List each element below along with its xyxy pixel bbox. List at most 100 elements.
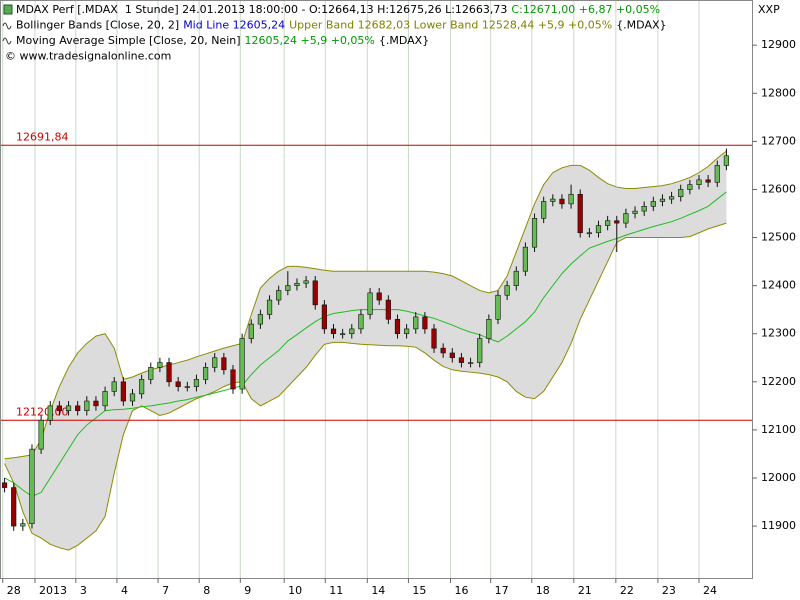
- candle-body: [413, 316, 419, 330]
- header-segment: MDAX Perf [.MDAX 1 Stunde] 24.01.2013 18…: [16, 3, 507, 16]
- x-tick-label: 14: [371, 584, 385, 597]
- x-tick-label: 24: [703, 584, 717, 597]
- candle-body: [276, 290, 282, 301]
- candle-body: [495, 294, 501, 320]
- indicator-icon: [2, 37, 12, 45]
- mid-band-line: [4, 191, 727, 497]
- candle-body: [440, 347, 446, 354]
- header-segment: C:12671,00 +6,87 +0,05%: [511, 3, 660, 16]
- candle-body: [486, 318, 492, 339]
- candle-body: [422, 316, 428, 330]
- candle-body: [614, 220, 620, 224]
- x-tick-label: 2013: [39, 584, 67, 597]
- symbol-icon: [3, 4, 13, 15]
- y-tick-label: 11900: [761, 519, 796, 532]
- x-tick-label: 4: [121, 584, 128, 597]
- candle-body: [340, 333, 346, 336]
- corner-label: XXP: [758, 3, 780, 16]
- plot-border: [0, 0, 753, 579]
- indicator-icon: [2, 22, 12, 30]
- header: MDAX Perf [.MDAX 1 Stunde] 24.01.2013 18…: [2, 3, 667, 63]
- candle-body: [394, 318, 401, 335]
- candle-body: [385, 299, 391, 320]
- header-segment: {.MDAX}: [379, 34, 429, 47]
- candle-body: [111, 381, 117, 392]
- y-tick-label: 12900: [761, 38, 796, 51]
- y-tick-label: 12100: [761, 423, 796, 436]
- candle-body: [550, 198, 556, 202]
- x-tick-label: 7: [162, 584, 169, 597]
- candle-body: [687, 184, 693, 190]
- y-tick-label: 12200: [761, 375, 796, 388]
- candle-body: [668, 196, 675, 200]
- candle-body: [56, 405, 62, 411]
- candle-body: [531, 218, 538, 248]
- candle-body: [148, 367, 154, 380]
- candle-body: [294, 282, 300, 286]
- upper-band-line: [4, 150, 727, 460]
- candle-body: [120, 381, 126, 402]
- candle-body: [75, 405, 81, 411]
- x-tick-label: 15: [412, 584, 426, 597]
- candle-body: [650, 201, 656, 207]
- candle-body: [312, 280, 318, 306]
- candle-body: [65, 405, 72, 411]
- y-tick-label: 12800: [761, 86, 796, 99]
- candle-body: [166, 362, 172, 383]
- header-line: © www.tradesignalonline.com: [5, 50, 171, 63]
- y-tick-label: 12600: [761, 182, 796, 195]
- band-fill: [4, 150, 727, 551]
- candle-body: [349, 328, 355, 335]
- candle-body: [202, 367, 209, 380]
- candle-body: [184, 386, 190, 388]
- candle-body: [212, 357, 218, 368]
- x-tick-label: 8: [203, 584, 210, 597]
- y-tick-label: 12700: [761, 134, 796, 147]
- x-tick-label: 11: [329, 584, 343, 597]
- candle-body: [595, 225, 602, 234]
- candle-body: [513, 270, 519, 286]
- reference-label: 12120,00: [16, 405, 69, 418]
- header-segment: Bollinger Bands [Close, 20, 2]: [16, 19, 179, 32]
- candle-body: [586, 232, 592, 235]
- x-tick-label: 3: [80, 584, 87, 597]
- candle-body: [266, 299, 273, 315]
- candle-body: [358, 314, 364, 330]
- header-segment: 12605,24 +5,9 +0,05%: [245, 34, 375, 47]
- candle-body: [29, 448, 35, 524]
- x-tick-label: 9: [244, 584, 251, 597]
- candle-body: [449, 352, 455, 359]
- candle-body: [458, 357, 465, 363]
- header-line: Moving Average Simple [Close, 20, Nein] 1…: [16, 34, 429, 47]
- candle-body: [678, 189, 684, 197]
- candle-body: [367, 292, 373, 315]
- candle-body: [239, 338, 245, 390]
- header-segment: Moving Average Simple [Close, 20, Nein]: [16, 34, 241, 47]
- candle-body: [139, 379, 145, 395]
- x-tick-label: 23: [662, 584, 676, 597]
- y-tick-label: 12300: [761, 327, 796, 340]
- plot-area: 12691,84 12120,00: [0, 0, 752, 578]
- reference-label: 12691,84: [16, 130, 69, 143]
- header-segment: {.MDAX}: [616, 19, 666, 32]
- candle-body: [522, 246, 528, 272]
- lower-band-line: [4, 222, 727, 551]
- candle-body: [723, 155, 730, 166]
- candle-body: [605, 220, 611, 226]
- candle-body: [541, 201, 547, 219]
- header-segment: © www.tradesignalonline.com: [5, 50, 171, 63]
- candle-body: [404, 328, 410, 335]
- candle-body: [11, 487, 17, 527]
- candle-body: [568, 193, 574, 205]
- candle-body: [129, 393, 136, 402]
- candle-body: [577, 193, 583, 234]
- candle-body: [696, 179, 702, 185]
- candle-body: [175, 381, 181, 387]
- candle-body: [623, 213, 629, 224]
- y-tick-label: 12500: [761, 231, 796, 244]
- x-tick-label: 16: [454, 584, 468, 597]
- candle-body: [221, 357, 227, 371]
- candle-body: [376, 292, 382, 301]
- y-tick-label: 12000: [761, 471, 796, 484]
